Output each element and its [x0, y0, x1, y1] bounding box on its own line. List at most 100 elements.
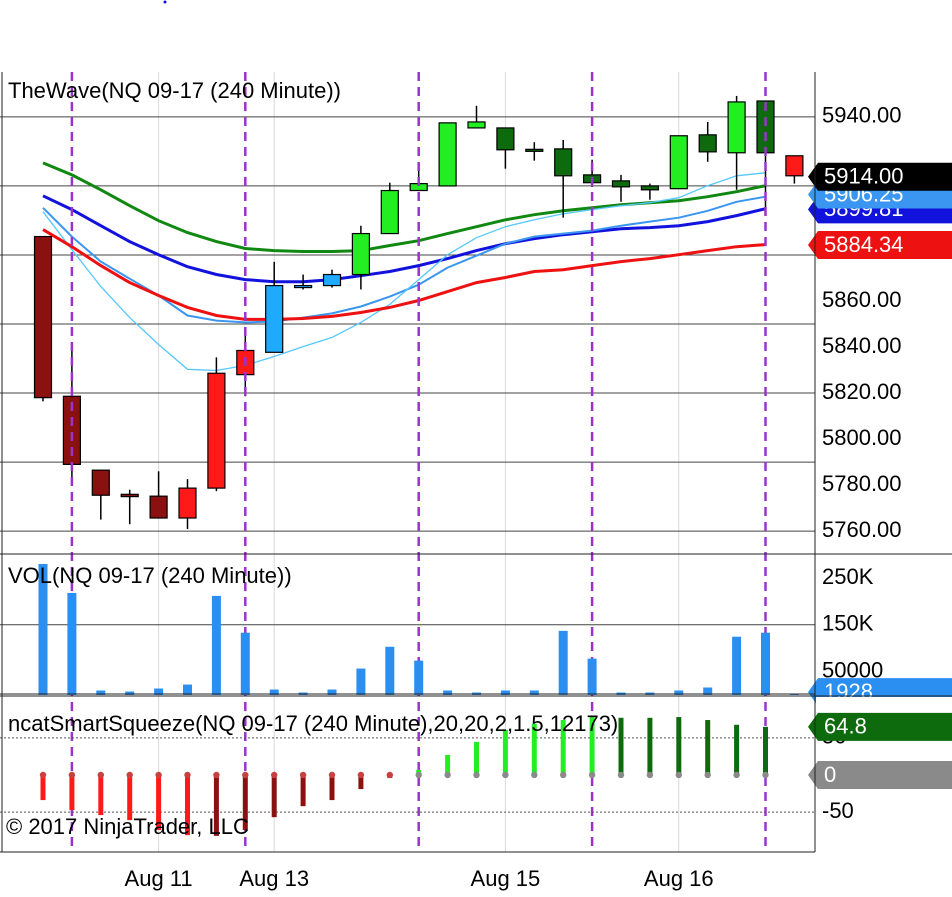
- squeeze-dot: [39, 771, 47, 779]
- squeeze-bar: [531, 723, 537, 775]
- volume-bar: [500, 690, 510, 695]
- value-box: 64.8: [824, 714, 867, 739]
- candle-body: [178, 487, 197, 519]
- squeeze-bar: [213, 774, 219, 836]
- candle-body: [640, 185, 660, 191]
- squeeze-dot: [299, 771, 307, 779]
- squeeze-bar: [358, 774, 364, 790]
- squeeze-bar: [69, 774, 75, 811]
- candle-body: [611, 180, 631, 188]
- squeeze-bar: [329, 774, 335, 801]
- volume-bar: [211, 595, 221, 695]
- squeeze-bar: [734, 724, 740, 775]
- price-box: 5884.34: [824, 232, 904, 257]
- squeeze-bar: [445, 754, 451, 775]
- volume-bar: [67, 592, 77, 695]
- volume-bar: [154, 688, 164, 695]
- squeeze-bar: [618, 717, 624, 775]
- volume-bar: [703, 687, 713, 695]
- squeeze-dot: [328, 771, 336, 779]
- x-tick-label: Aug 13: [239, 866, 309, 891]
- y-tick-label: 5860.00: [822, 287, 902, 312]
- squeeze-dot: [242, 771, 249, 779]
- squeeze-bar: [156, 774, 162, 830]
- squeeze-dot: [502, 771, 509, 779]
- volume-bar: [327, 689, 337, 695]
- squeeze-dot: [357, 771, 365, 779]
- squeeze-dot: [444, 771, 451, 779]
- squeeze-dot: [155, 771, 162, 779]
- moving-average: [42, 172, 766, 372]
- squeeze-bar: [271, 774, 277, 818]
- moving-average: [42, 228, 766, 321]
- y-tick-label: 5940.00: [822, 103, 902, 128]
- candle-body: [322, 273, 342, 287]
- volume-bar: [443, 690, 453, 695]
- y-tick-label: 5760.00: [822, 517, 902, 542]
- volume-bar: [38, 563, 48, 695]
- volume-bar: [125, 691, 135, 695]
- volume-bar: [732, 636, 742, 695]
- squeeze-dot: [415, 771, 422, 779]
- squeeze-bar: [127, 774, 133, 821]
- volume-bar: [356, 668, 366, 695]
- price-panel-title: TheWave(NQ 09-17 (240 Minute)): [8, 78, 341, 103]
- candle-body: [149, 495, 168, 519]
- squeeze-dot: [704, 771, 711, 779]
- candle-body: [525, 148, 544, 152]
- candle-body: [33, 235, 53, 399]
- y-tick-label: 5780.00: [822, 471, 902, 496]
- value-box-bg: [808, 712, 952, 741]
- value-box: 0: [824, 762, 836, 787]
- y-tick-label: 5820.00: [822, 379, 902, 404]
- volume-bar: [240, 632, 250, 695]
- squeeze-dot: [271, 771, 278, 779]
- candle-body: [294, 284, 313, 289]
- volume-bar: [385, 646, 395, 695]
- candle-body: [265, 284, 284, 353]
- candle-body: [785, 155, 804, 177]
- candle-body: [554, 148, 573, 177]
- squeeze-dot: [97, 771, 105, 779]
- squeeze-bar: [300, 774, 306, 807]
- volume-bar: [96, 690, 106, 695]
- candle-body: [351, 232, 370, 276]
- squeeze-bar: [474, 741, 479, 775]
- squeeze-dot: [386, 771, 393, 779]
- volume-bar: [529, 690, 539, 695]
- price-box: 5914.00: [824, 164, 904, 189]
- squeeze-dot: [560, 771, 567, 779]
- squeeze-bar: [40, 774, 46, 801]
- squeeze-bar: [560, 720, 566, 775]
- squeeze-dot: [675, 771, 682, 779]
- x-tick-label: Aug 15: [471, 866, 541, 891]
- squeeze-dot: [213, 771, 220, 779]
- candle-body: [438, 122, 457, 187]
- y-tick-label: 5800.00: [822, 425, 902, 450]
- squeeze-dot: [733, 771, 740, 779]
- moving-average: [42, 194, 766, 284]
- squeeze-dot: [68, 771, 76, 779]
- price-box-bg: [808, 162, 952, 191]
- candle-body: [467, 121, 486, 129]
- squeeze-dot: [184, 771, 191, 779]
- squeeze-bar: [98, 774, 104, 816]
- axis-mask: [816, 72, 952, 553]
- squeeze-dot: [588, 771, 596, 779]
- squeeze-bar: [242, 774, 248, 830]
- volume-bar: [789, 694, 799, 695]
- volume-bar: [674, 690, 684, 695]
- axis-mask: [816, 555, 952, 695]
- squeeze-bar: [676, 717, 682, 775]
- price-box-bg: [808, 230, 952, 259]
- x-tick-label: Aug 11: [125, 866, 193, 891]
- volume-bar: [414, 660, 424, 695]
- candle-body: [727, 101, 746, 154]
- squeeze-panel-title: ncatSmartSqueeze(NQ 09-17 (240 Minute),2…: [8, 711, 618, 736]
- y-tick-label: 250K: [822, 564, 874, 589]
- volume-panel-title: VOL(NQ 09-17 (240 Minute)): [8, 563, 292, 588]
- candle-body: [669, 135, 688, 190]
- squeeze-dot: [762, 771, 769, 779]
- squeeze-bar: [589, 717, 595, 775]
